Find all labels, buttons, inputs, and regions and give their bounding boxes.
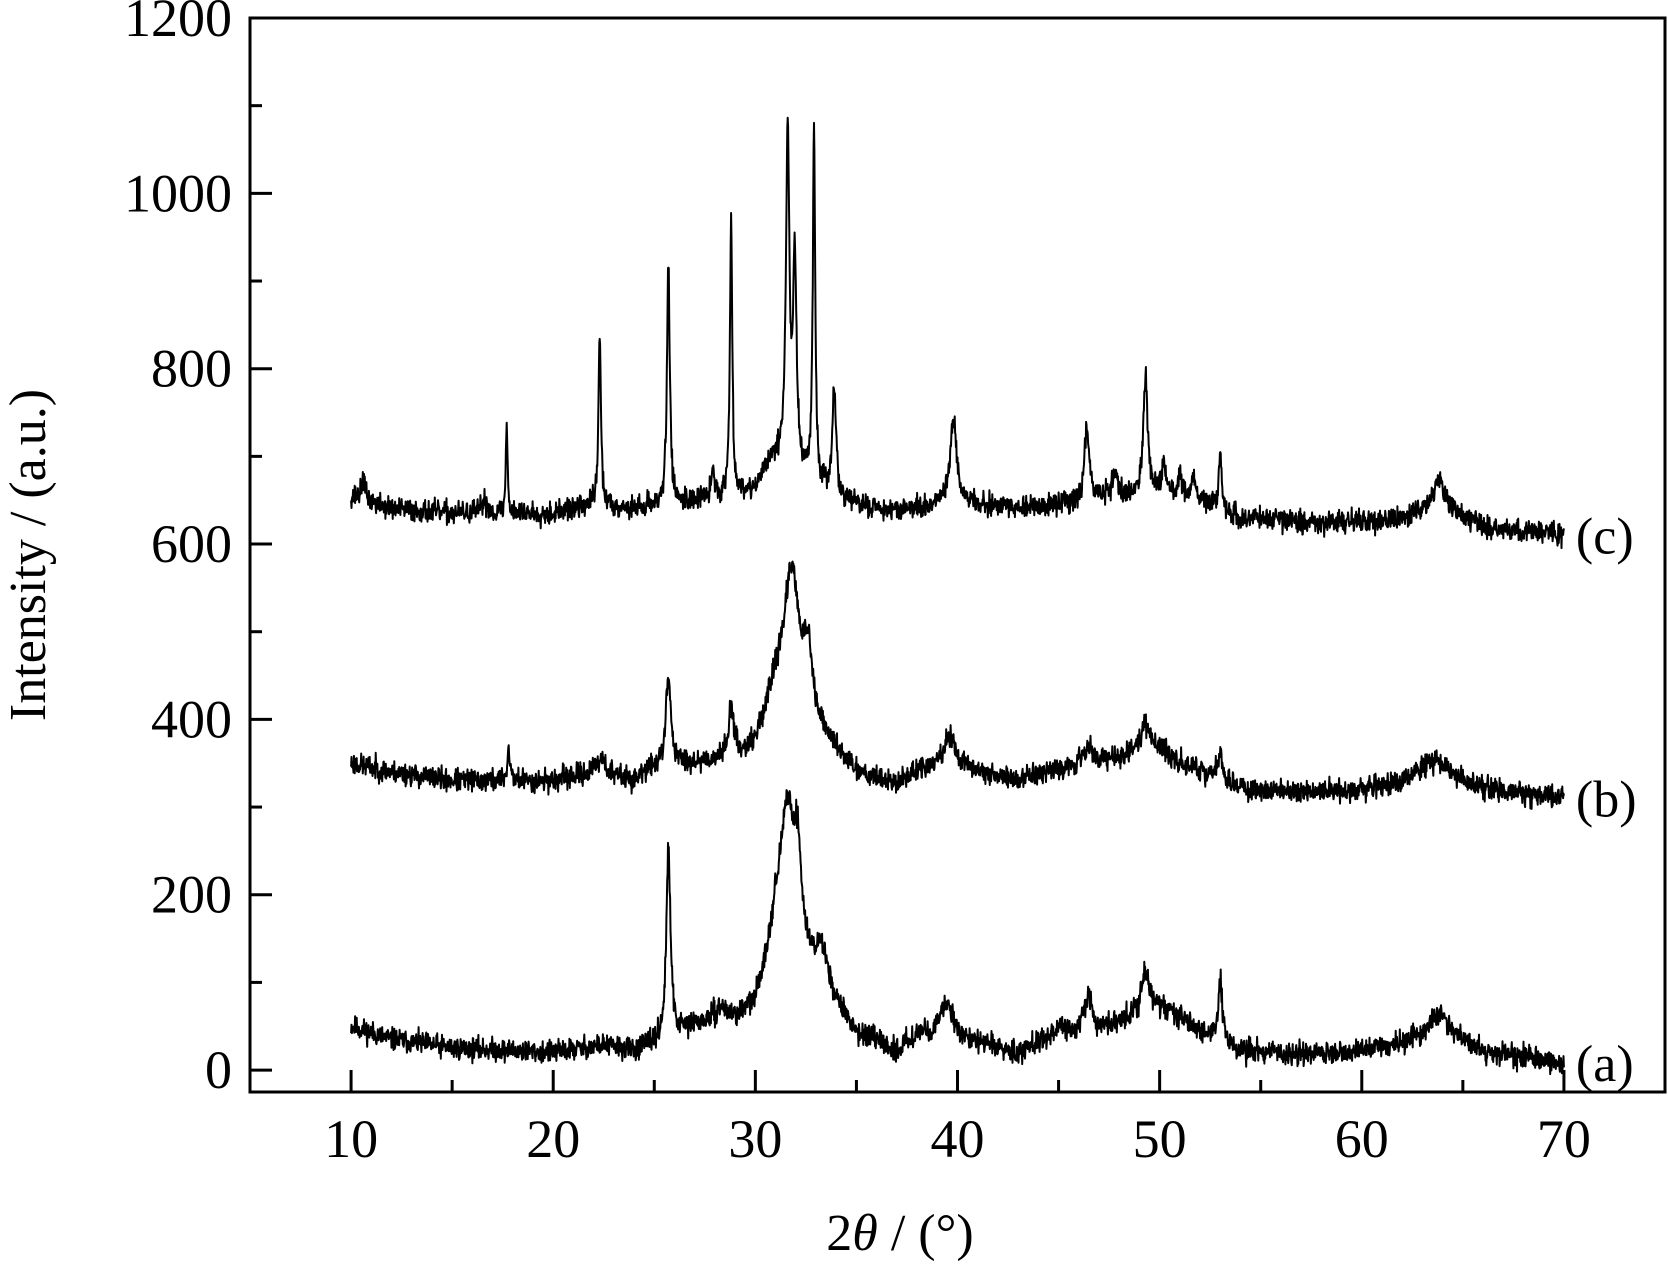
x-tick-label-70: 70 bbox=[1537, 1109, 1591, 1169]
x-tick-label-30: 30 bbox=[728, 1109, 782, 1169]
x-tick-label-60: 60 bbox=[1335, 1109, 1389, 1169]
series-label-3: (c) bbox=[1576, 508, 1634, 565]
y-tick-label-0: 0 bbox=[205, 1040, 232, 1100]
series-lines bbox=[350, 116, 1565, 1076]
series-line-2 bbox=[350, 560, 1565, 810]
series-line-3 bbox=[350, 116, 1565, 550]
x-tick-label-10: 10 bbox=[324, 1109, 378, 1169]
y-tick-label-400: 400 bbox=[151, 689, 232, 749]
y-tick-label-800: 800 bbox=[151, 339, 232, 399]
x-axis-title: 2θ / (°) bbox=[826, 1205, 973, 1262]
series-line-1 bbox=[350, 789, 1565, 1076]
y-tick-label-600: 600 bbox=[151, 514, 232, 574]
y-tick-label-200: 200 bbox=[151, 865, 232, 925]
y-axis-title: Intensity / (a.u.) bbox=[0, 389, 57, 721]
x-tick-label-50: 50 bbox=[1133, 1109, 1187, 1169]
series-labels: (a) (b) (c) bbox=[1576, 508, 1637, 1093]
axis-ticks bbox=[250, 16, 1566, 1092]
x-tick-label-20: 20 bbox=[526, 1109, 580, 1169]
y-tick-label-1200: 1200 bbox=[124, 0, 232, 48]
tick-labels: 10 20 30 40 50 60 70 0 200 400 600 800 1000 1200 bbox=[124, 0, 1591, 1169]
series-label-2: (b) bbox=[1576, 771, 1637, 828]
x-tick-label-40: 40 bbox=[931, 1109, 985, 1169]
plot-frame bbox=[248, 16, 1667, 1094]
series-label-1: (a) bbox=[1576, 1036, 1634, 1093]
y-tick-label-1000: 1000 bbox=[124, 163, 232, 223]
